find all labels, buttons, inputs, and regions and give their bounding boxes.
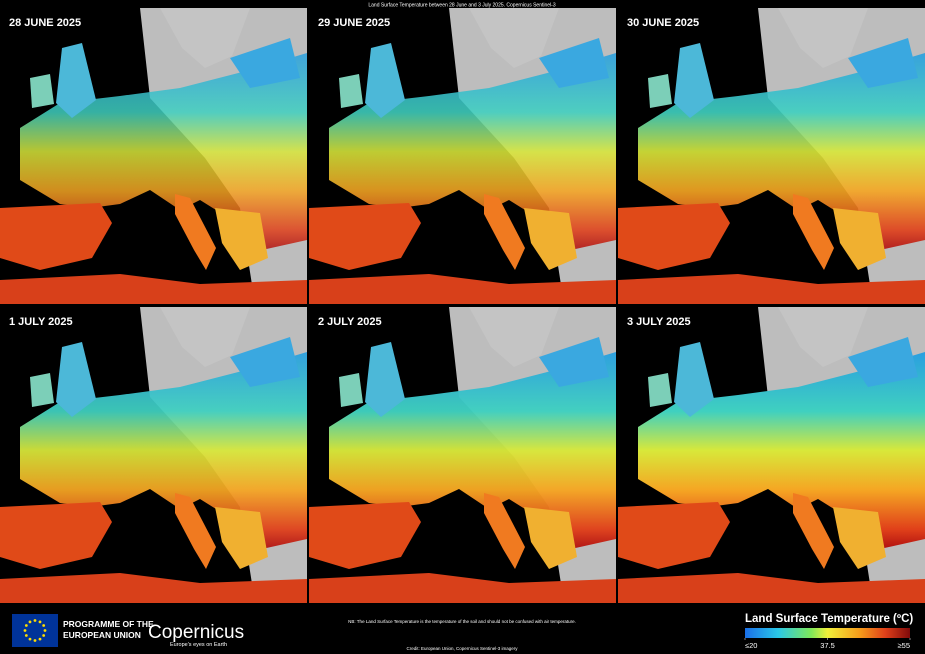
star: [24, 624, 28, 627]
star: [23, 629, 27, 632]
ireland: [30, 373, 54, 407]
programme-line: PROGRAMME OF THE: [63, 619, 154, 629]
star: [42, 634, 46, 637]
legend-tick-label: ≥55: [898, 641, 910, 650]
great-britain: [674, 342, 714, 417]
eu-flag: [12, 614, 58, 647]
italy: [175, 194, 216, 270]
balkans: [215, 208, 268, 270]
baltic-region: [230, 38, 300, 88]
star: [33, 639, 37, 642]
ireland: [648, 74, 672, 108]
ireland: [648, 373, 672, 407]
map-panel: 1 JULY 2025: [0, 307, 307, 603]
legend-title: Land Surface Temperature (ºC): [745, 613, 913, 625]
scandinavia: [160, 8, 250, 68]
star: [42, 624, 46, 627]
logo-tagline: Europe's eyes on Earth: [170, 642, 227, 648]
great-britain: [56, 342, 96, 417]
baltic-region: [539, 38, 609, 88]
star: [38, 620, 42, 624]
north-africa: [618, 274, 925, 304]
footer: PROGRAMME OF THE EUROPEAN UNION Copernic…: [12, 613, 913, 651]
italy: [484, 194, 525, 270]
north-africa: [309, 573, 616, 603]
credit: Credit: European Union, Copernicus Senti…: [406, 646, 518, 651]
programme-line: EUROPEAN UNION: [63, 630, 141, 640]
legend-tick-label: 37.5: [820, 641, 835, 650]
map-panel: 29 JUNE 2025: [309, 8, 616, 304]
iberia: [309, 502, 421, 569]
italy: [793, 194, 834, 270]
ireland: [339, 373, 363, 407]
great-britain: [56, 43, 96, 118]
iberia: [0, 502, 112, 569]
iberia: [309, 203, 421, 270]
star: [43, 629, 47, 632]
panel-date: 29 JUNE 2025: [318, 17, 390, 29]
great-britain: [674, 43, 714, 118]
baltic-region: [848, 38, 918, 88]
logo-name: Copernicus: [148, 622, 244, 643]
italy: [175, 493, 216, 569]
legend-ticks: ≤20 37.5 ≥55: [744, 638, 911, 650]
panel-date: 3 JULY 2025: [627, 316, 691, 328]
italy: [484, 493, 525, 569]
page-title: Land Surface Temperature between 28 June…: [368, 2, 555, 8]
great-britain: [365, 342, 405, 417]
north-africa: [0, 573, 307, 603]
balkans: [833, 208, 886, 270]
star: [38, 637, 42, 641]
star: [28, 637, 32, 641]
north-africa: [309, 274, 616, 304]
scandinavia: [778, 8, 868, 68]
iberia: [618, 203, 730, 270]
ireland: [339, 74, 363, 108]
scandinavia: [469, 307, 559, 367]
scandinavia: [469, 8, 559, 68]
north-africa: [0, 274, 307, 304]
baltic-region: [230, 337, 300, 387]
baltic-region: [539, 337, 609, 387]
colorbar: [745, 628, 910, 638]
north-africa: [618, 573, 925, 603]
panel-date: 30 JUNE 2025: [627, 17, 699, 29]
iberia: [0, 203, 112, 270]
note: NB: The Land Surface Temperature is the …: [348, 619, 576, 624]
star: [24, 634, 28, 637]
map-grid: 28 JUNE 2025 29 JUNE 2025 30 JUNE 2025 1 JU…: [0, 8, 925, 603]
ireland: [30, 74, 54, 108]
panel-date: 2 JULY 2025: [318, 316, 382, 328]
balkans: [524, 208, 577, 270]
panel-date: 1 JULY 2025: [9, 316, 73, 328]
balkans: [215, 507, 268, 569]
map-panel: 3 JULY 2025: [618, 307, 925, 603]
balkans: [833, 507, 886, 569]
legend-tick-label: ≤20: [745, 641, 757, 650]
panel-date: 28 JUNE 2025: [9, 17, 81, 29]
star: [33, 619, 37, 622]
scandinavia: [160, 307, 250, 367]
great-britain: [365, 43, 405, 118]
map-panel: 2 JULY 2025: [309, 307, 616, 603]
map-panel: 28 JUNE 2025: [0, 8, 307, 304]
balkans: [524, 507, 577, 569]
italy: [793, 493, 834, 569]
scandinavia: [778, 307, 868, 367]
iberia: [618, 502, 730, 569]
star: [28, 620, 32, 624]
baltic-region: [848, 337, 918, 387]
map-panel: 30 JUNE 2025: [618, 8, 925, 304]
eu-stars: [23, 619, 47, 642]
